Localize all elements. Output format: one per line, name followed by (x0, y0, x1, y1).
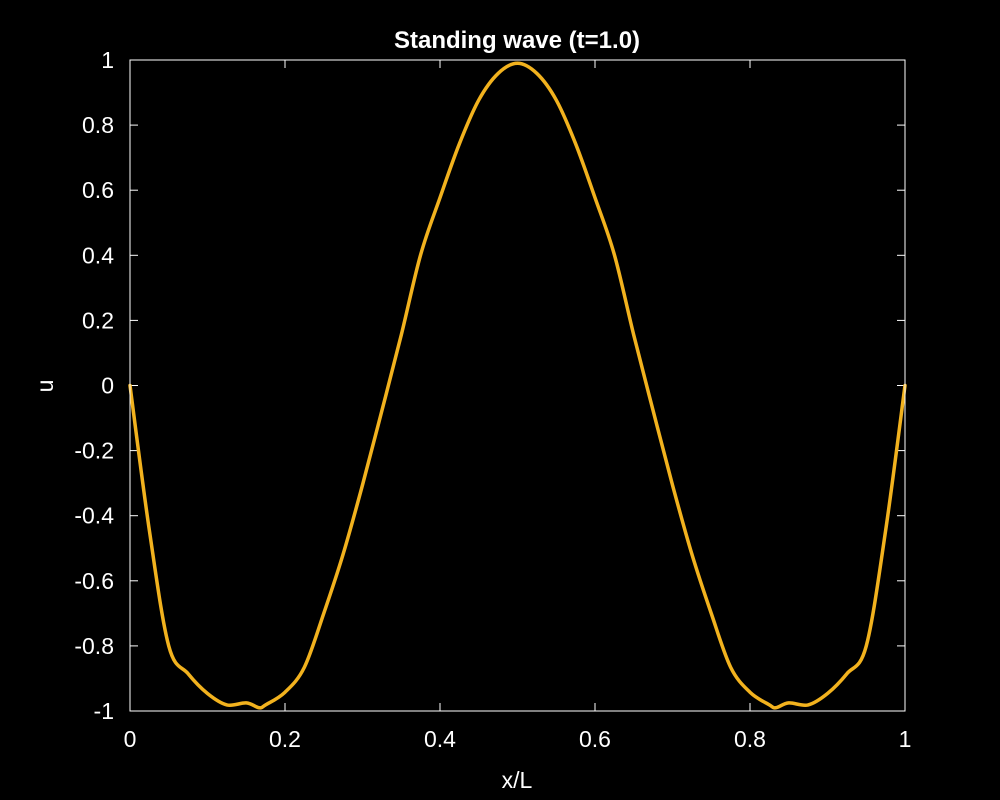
y-axis-label: u (32, 380, 58, 393)
x-axis-label: x/L (502, 767, 533, 793)
y-tick-label: 0.8 (82, 112, 114, 138)
y-tick-label: -0.6 (74, 568, 114, 594)
y-tick-label: 1 (101, 47, 114, 73)
y-tick-label: -0.4 (74, 503, 114, 529)
chart-title: Standing wave (t=1.0) (394, 27, 640, 54)
tick-labels: 0 0.2 0.4 0.6 0.8 1 -1 -0.8 -0.6 -0.4 -0.2 0 0.2 0.4 0… (74, 47, 911, 752)
y-tick-label: -1 (94, 698, 114, 724)
plot-area-frame (129, 59, 906, 712)
x-tick-label: 0.6 (579, 726, 611, 752)
x-tick-label: 0.2 (269, 726, 301, 752)
y-tick-label: 0 (101, 373, 114, 399)
x-tick-label: 0.4 (424, 726, 456, 752)
y-tick-label: 0.4 (82, 242, 114, 268)
x-tick-label: 0.8 (734, 726, 766, 752)
x-tick-label: 1 (899, 726, 912, 752)
y-tick-label: -0.2 (74, 438, 114, 464)
x-tick-label: 0 (124, 726, 137, 752)
y-tick-label: 0.2 (82, 307, 114, 333)
y-tick-label: -0.8 (74, 633, 114, 659)
series-line (128, 61, 907, 710)
y-tick-label: 0.6 (82, 177, 114, 203)
